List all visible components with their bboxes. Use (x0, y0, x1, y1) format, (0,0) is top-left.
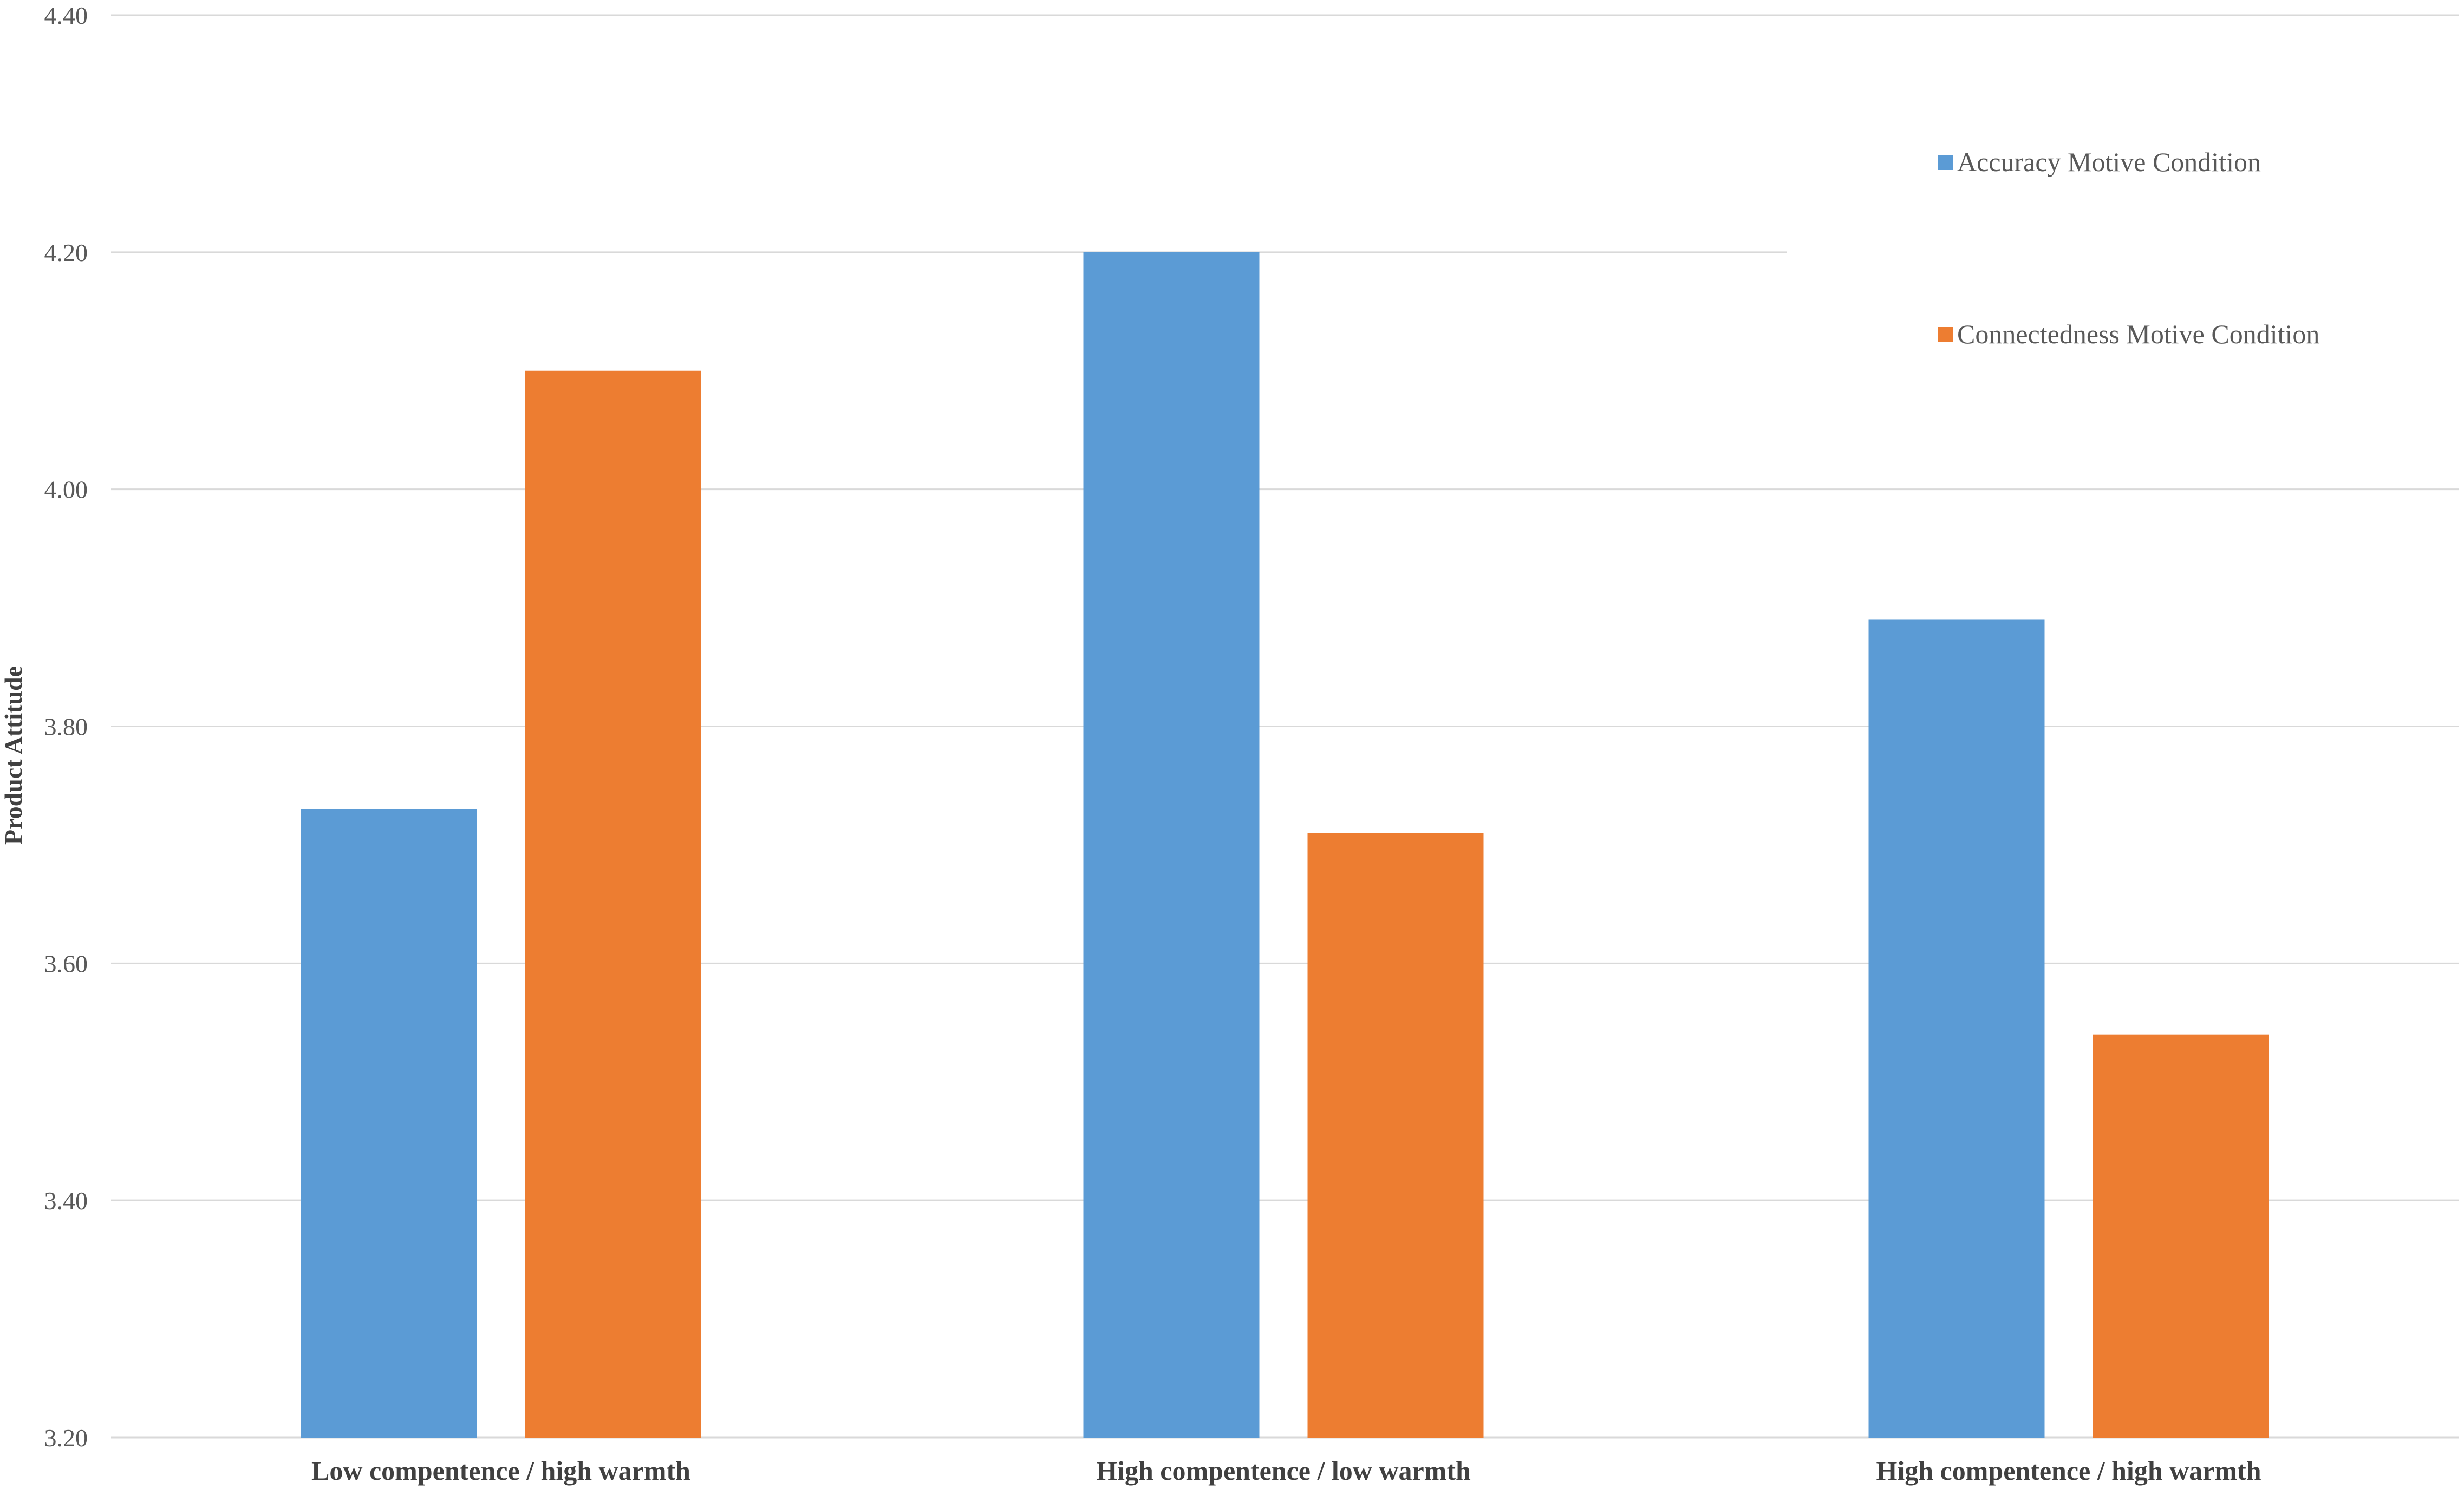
x-category-label: High compentence / high warmth (1876, 1455, 2261, 1486)
legend-swatch (1938, 327, 1953, 342)
bar-connectedness-2 (1307, 833, 1484, 1438)
legend-label: Connectedness Motive Condition (1957, 319, 2319, 349)
y-tick-label: 4.40 (44, 2, 88, 29)
y-tick-label: 3.80 (44, 713, 88, 741)
bar-connectedness-3 (2093, 1034, 2269, 1438)
y-tick-label: 3.20 (44, 1424, 88, 1452)
y-tick-label: 4.20 (44, 239, 88, 266)
x-axis-categories: Low compentence / high warmth High compen… (311, 1455, 2261, 1486)
y-tick-label: 3.40 (44, 1187, 88, 1214)
bar-accuracy-2 (1083, 252, 1260, 1438)
bar-connectedness-1 (525, 370, 701, 1438)
x-category-label: High compentence / low warmth (1096, 1455, 1471, 1486)
bar-accuracy-1 (301, 809, 477, 1438)
y-axis-title: Product Attitude (0, 666, 27, 845)
y-tick-label: 4.00 (44, 476, 88, 504)
x-category-label: Low compentence / high warmth (311, 1455, 690, 1486)
bars (301, 252, 2269, 1438)
legend-label: Accuracy Motive Condition (1957, 147, 2261, 177)
y-axis-ticks: 3.20 3.40 3.60 3.80 4.00 4.20 4.40 (44, 2, 88, 1452)
y-tick-label: 3.60 (44, 950, 88, 977)
legend: Accuracy Motive Condition Connectedness M… (1938, 147, 2319, 349)
gridlines (111, 14, 2459, 1439)
bar-accuracy-3 (1868, 619, 2045, 1438)
legend-swatch (1938, 155, 1953, 170)
